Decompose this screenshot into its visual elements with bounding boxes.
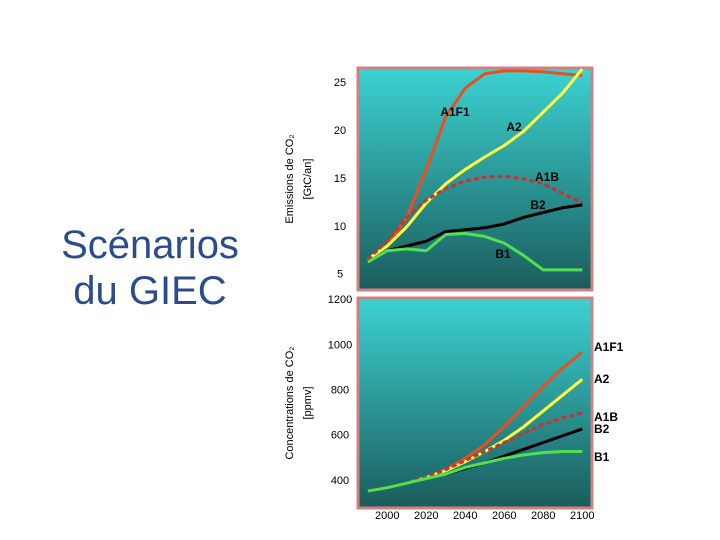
series-label: A1F1 [594,340,624,354]
series-line [366,232,583,272]
y-tick-label: 25 [334,77,346,89]
y-axis-label: [GtC/an] [302,159,314,200]
y-tick-label: 10 [334,221,346,233]
y-tick-label: 5 [337,269,343,281]
y-axis-label: Concentrations de CO₂ [284,346,296,459]
x-tick-label: 2080 [531,510,555,522]
x-tick-label: 2000 [375,510,399,522]
x-tick-label: 2100 [570,510,594,522]
series-line [367,450,583,493]
series-line [366,174,583,261]
series-line [366,203,583,264]
series-label: A1B [594,410,618,424]
x-tick-label: 2040 [453,510,477,522]
series-label: B1 [495,247,511,261]
x-tick-label: 2060 [492,510,516,522]
series-label: A1F1 [440,105,470,119]
series-label: A2 [594,372,610,386]
y-tick-label: 1000 [328,339,352,351]
y-tick-label: 15 [334,173,346,185]
y-axis-label: Emissions de CO₂ [284,134,296,223]
y-tick-label: 400 [331,475,349,487]
slide-title: Scénarios du GIEC [61,223,239,313]
plot-area [356,66,594,292]
series-label: B2 [530,198,546,212]
series-label: A2 [506,120,522,134]
y-axis-label: [ppmv] [302,386,314,419]
y-tick-label: 20 [334,125,346,137]
y-tick-label: 600 [331,430,349,442]
y-tick-label: 1200 [328,294,352,306]
plot-area [356,296,594,510]
y-tick-label: 800 [331,384,349,396]
series-label: A1B [535,170,559,184]
x-tick-label: 2020 [414,510,438,522]
series-label: B1 [594,450,610,464]
series-line [366,68,584,261]
series-label: B2 [594,422,610,436]
